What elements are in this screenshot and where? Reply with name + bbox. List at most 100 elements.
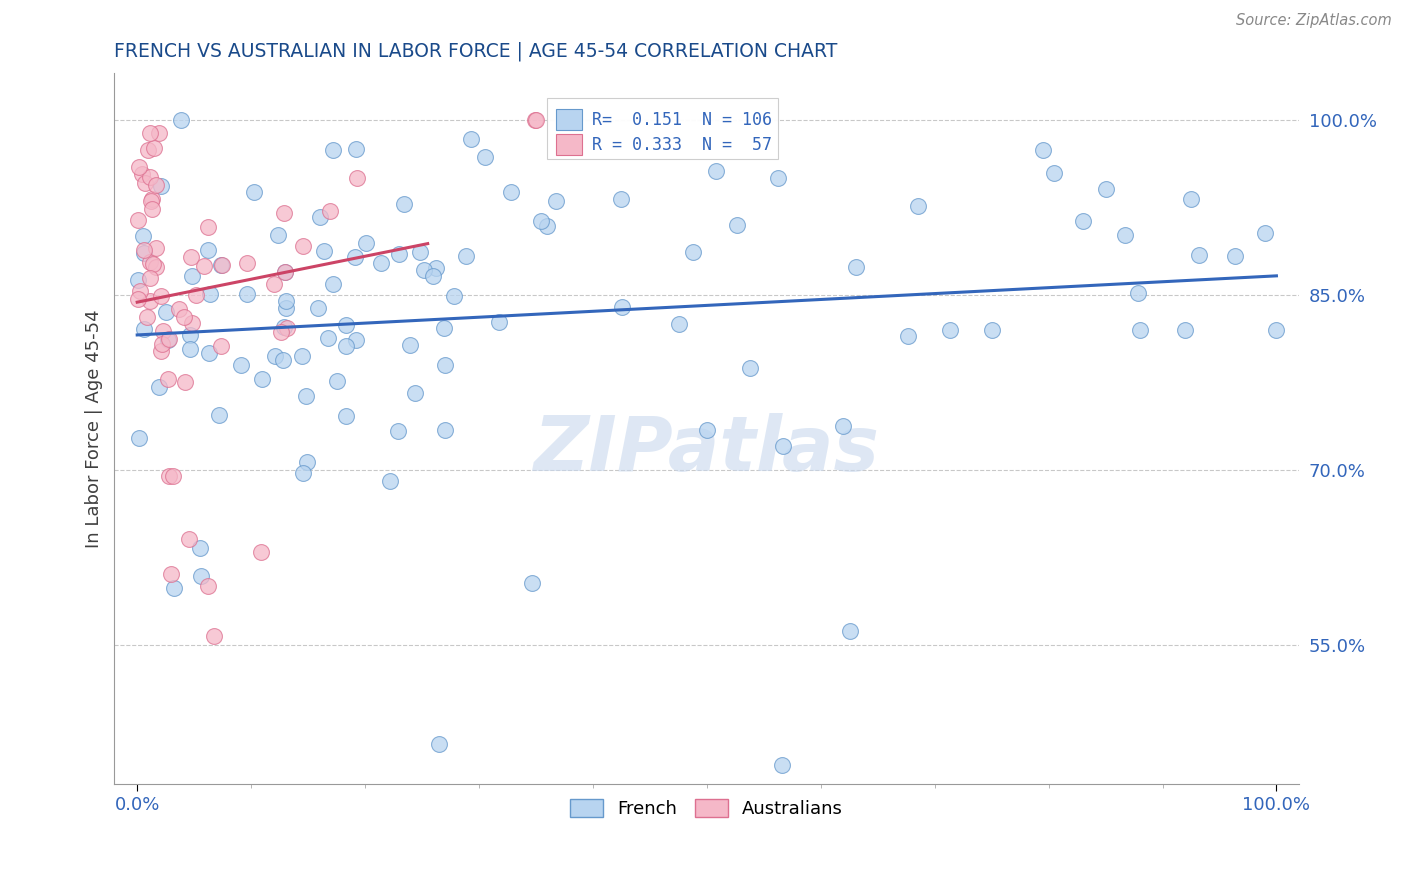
Point xyxy=(392,196,415,211)
Point xyxy=(612,300,634,314)
Point xyxy=(1129,323,1152,337)
Point xyxy=(422,268,444,283)
Text: R = 0.333  N =  57: R = 0.333 N = 57 xyxy=(592,136,772,153)
Point xyxy=(307,301,329,315)
Point xyxy=(316,331,339,345)
Text: FRENCH VS AUSTRALIAN IN LABOR FORCE | AGE 45-54 CORRELATION CHART: FRENCH VS AUSTRALIAN IN LABOR FORCE | AG… xyxy=(114,42,838,62)
Point xyxy=(155,304,177,318)
Point xyxy=(832,418,855,433)
Point xyxy=(145,260,167,274)
Point xyxy=(270,326,292,340)
Legend: French, Australians: French, Australians xyxy=(564,791,851,825)
Point xyxy=(668,317,690,331)
Point xyxy=(443,289,465,303)
Point xyxy=(198,287,221,301)
Point xyxy=(274,265,297,279)
Bar xyxy=(557,109,582,130)
Point xyxy=(404,386,426,401)
Point xyxy=(198,346,221,360)
Point xyxy=(387,424,409,438)
Point xyxy=(276,321,298,335)
Point xyxy=(150,179,173,194)
Point xyxy=(274,265,297,279)
Point xyxy=(138,127,160,141)
Point xyxy=(1071,213,1094,227)
Point xyxy=(179,342,201,356)
Point xyxy=(520,575,543,590)
Point xyxy=(399,338,422,352)
Point xyxy=(456,249,478,263)
Point xyxy=(609,192,631,206)
Point xyxy=(704,164,727,178)
Point xyxy=(413,263,436,277)
Point xyxy=(980,323,1002,337)
Point xyxy=(149,344,172,359)
Point xyxy=(770,757,793,772)
Point xyxy=(179,328,201,343)
Point xyxy=(433,423,456,437)
Point xyxy=(768,170,790,185)
Point xyxy=(378,475,401,489)
Point xyxy=(322,277,344,292)
Point xyxy=(139,169,162,184)
FancyBboxPatch shape xyxy=(547,98,778,159)
Text: ZIPatlas: ZIPatlas xyxy=(534,413,880,487)
Point xyxy=(273,320,295,334)
Point xyxy=(139,194,162,208)
Point xyxy=(211,339,233,353)
Point xyxy=(173,310,195,324)
Point xyxy=(129,284,152,298)
Point xyxy=(433,320,456,334)
Point xyxy=(530,214,553,228)
Point xyxy=(319,203,342,218)
Point xyxy=(907,199,929,213)
Point xyxy=(148,379,170,393)
Point xyxy=(1114,227,1136,242)
Point xyxy=(128,431,150,445)
Y-axis label: In Labor Force | Age 45-54: In Labor Force | Age 45-54 xyxy=(86,310,103,549)
Point xyxy=(128,160,150,174)
Point xyxy=(312,244,335,259)
Point xyxy=(524,113,547,128)
Point xyxy=(141,202,163,216)
Point xyxy=(523,113,546,128)
Point xyxy=(134,176,156,190)
Point xyxy=(1043,166,1066,180)
Point xyxy=(1265,323,1288,337)
Point xyxy=(1254,226,1277,240)
Point xyxy=(211,258,233,272)
Point xyxy=(250,545,273,559)
Point xyxy=(267,228,290,243)
Point xyxy=(127,292,149,306)
Point xyxy=(838,624,860,639)
Point xyxy=(263,277,285,291)
Point xyxy=(157,332,180,346)
Point xyxy=(162,468,184,483)
Point xyxy=(740,361,762,376)
Point xyxy=(271,353,294,368)
Point xyxy=(163,581,186,595)
Point xyxy=(1174,323,1197,337)
Point xyxy=(132,245,155,260)
Point xyxy=(236,287,259,301)
Point xyxy=(145,178,167,192)
Point xyxy=(354,235,377,250)
Point xyxy=(1223,250,1246,264)
Point xyxy=(143,141,166,155)
Point xyxy=(152,336,174,351)
Point xyxy=(197,579,219,593)
Point xyxy=(294,389,316,403)
Point xyxy=(229,358,252,372)
Point xyxy=(425,260,447,275)
Point xyxy=(409,244,432,259)
Point xyxy=(335,339,357,353)
Point xyxy=(474,150,496,164)
Point xyxy=(138,294,160,309)
Point xyxy=(141,193,163,207)
Point xyxy=(291,466,314,480)
Point xyxy=(845,260,868,274)
Point xyxy=(460,132,482,146)
Point xyxy=(127,273,149,287)
Bar xyxy=(557,134,582,155)
Point xyxy=(1126,285,1149,300)
